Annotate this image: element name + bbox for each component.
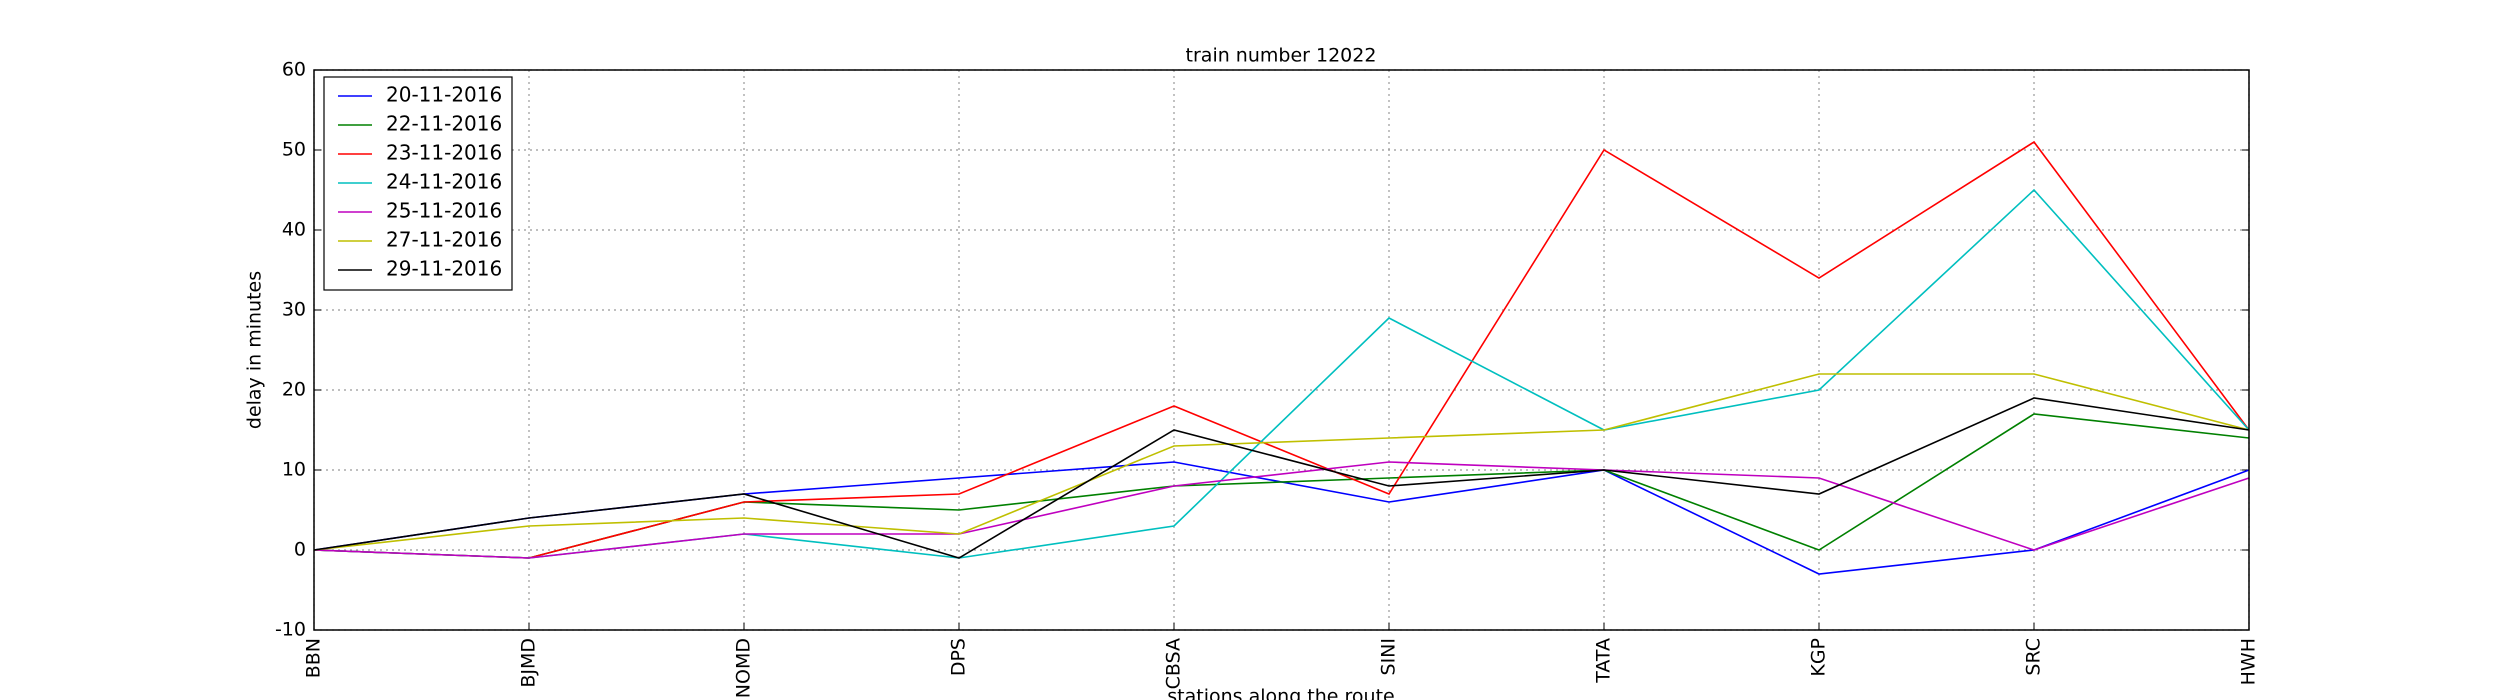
legend-label: 29-11-2016: [386, 257, 502, 281]
x-tick-label: SRC: [2023, 638, 2045, 676]
x-tick-label: SINI: [1378, 638, 1400, 675]
y-tick-label: 10: [282, 459, 306, 481]
legend-label: 20-11-2016: [386, 83, 502, 107]
x-tick-label: BJMD: [518, 638, 540, 688]
y-tick-label: 0: [294, 539, 306, 561]
legend-label: 22-11-2016: [386, 112, 502, 136]
y-axis-label: delay in minutes: [244, 271, 266, 429]
x-tick-label: DPS: [948, 638, 970, 676]
chart-title: train number 12022: [1186, 45, 1377, 67]
series-line: [313, 373, 2250, 551]
x-tick-label: CBSA: [1163, 638, 1185, 689]
legend-label: 24-11-2016: [386, 170, 502, 194]
plot-frame: [313, 69, 2250, 631]
legend-label: 23-11-2016: [386, 141, 502, 165]
x-tick-label: HWH: [2238, 638, 2260, 685]
x-axis-label: stations along the route: [1167, 686, 1394, 700]
series-line: [313, 397, 2250, 559]
legend-label: 27-11-2016: [386, 228, 502, 252]
x-tick-label: BBN: [303, 638, 325, 678]
x-tick-label: TATA: [1593, 638, 1615, 684]
x-tick-label: NOMD: [733, 638, 755, 698]
x-tick-label: KGP: [1808, 638, 1830, 677]
y-tick-label: 20: [282, 379, 306, 401]
y-tick-label: 40: [282, 219, 306, 241]
legend-label: 25-11-2016: [386, 199, 502, 223]
y-tick-label: 60: [282, 59, 306, 81]
series-line: [313, 140, 2250, 559]
y-tick-label: -10: [275, 619, 306, 641]
y-tick-label: 50: [282, 139, 306, 161]
y-tick-label: 30: [282, 299, 306, 321]
series-line: [313, 461, 2250, 559]
